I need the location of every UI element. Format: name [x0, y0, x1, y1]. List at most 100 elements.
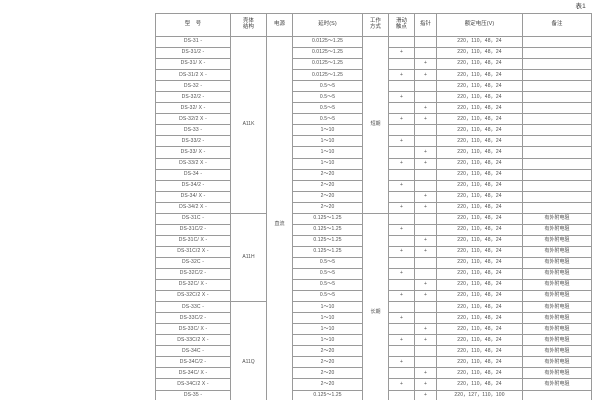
cell-sliding-contact: + — [388, 245, 415, 258]
cell-model: DS-33/ X - — [155, 146, 231, 159]
table-row[interactable]: DS-35 - 0.125～1.25 +220，127，110，100 — [155, 389, 592, 400]
cell-power-supply: 直流 — [266, 36, 293, 400]
col-header-slide: 滑动 触点 — [388, 13, 415, 37]
cell-remark: 有外附电阻 — [522, 290, 592, 303]
header-row: 型 号壳体 结构 电源 延时(S) 工作 方式 滑动 触点 指针 额定电压(V) 备注 — [155, 13, 592, 37]
cell-rated-voltage: 220，110，48，24 — [436, 334, 523, 347]
cell-sliding-contact — [388, 256, 415, 269]
table-row[interactable]: DS-32/2 X - 0.5～5 + +220，110，48，24 — [155, 113, 592, 126]
cell-remark — [522, 35, 592, 49]
table-row[interactable]: DS-34C/2 - 2～20 +220，110，48，24 有外附电阻 — [155, 356, 592, 369]
cell-sliding-contact — [388, 102, 415, 115]
cell-pointer: + — [414, 367, 437, 380]
table-row[interactable]: DS-31C/2 - 0.125～1.25 +220，110，48，24 有外附电阻 — [155, 223, 592, 236]
cell-delay-time: 1～10 — [292, 135, 363, 148]
cell-remark — [522, 168, 592, 181]
cell-delay-time: 0.5～5 — [292, 267, 363, 281]
cell-delay-time: 2～20 — [292, 190, 363, 203]
cell-remark — [522, 146, 592, 159]
cell-delay-time: 1～10 — [292, 334, 363, 347]
col-header-mode-line2: 方式 — [370, 24, 381, 30]
table-row[interactable]: DS-31/2 - 0.0125～1.25 +220，110，48，24 — [155, 47, 592, 60]
cell-model: DS-31/ X - — [155, 58, 231, 71]
cell-sliding-contact: + — [388, 356, 415, 369]
cell-model: DS-33C/2 X - — [155, 334, 231, 347]
cell-delay-time: 1～10 — [292, 124, 363, 137]
cell-remark: 有外附电阻 — [522, 323, 592, 336]
cell-housing-structure: A11K — [230, 36, 267, 214]
cell-delay-time: 0.5～5 — [292, 279, 363, 292]
table-row[interactable]: DS-33/ X - 1～10 +220，110，48，24 — [155, 146, 592, 159]
cell-pointer: + — [414, 378, 437, 391]
cell-rated-voltage: 220，110，48，24 — [436, 290, 523, 303]
col-header-struct-line1: 壳体 — [243, 18, 254, 25]
cell-pointer — [414, 356, 437, 369]
table-row[interactable]: DS-33C/ X - 1～10 +220，110，48，24 有外附电阻 — [155, 323, 592, 336]
cell-delay-time: 1～10 — [292, 146, 363, 159]
cell-rated-voltage: 220，110，48，24 — [436, 279, 523, 292]
cell-rated-voltage: 220，110，48，24 — [436, 234, 523, 247]
cell-pointer: + — [414, 290, 437, 303]
cell-model: DS-32C - — [155, 256, 231, 269]
table-row[interactable]: DS-34/2 X - 2～20 + +220，110，48，24 — [155, 201, 592, 214]
cell-remark — [522, 80, 592, 93]
cell-delay-time: 2～20 — [292, 179, 363, 192]
col-header-point-line1: 指针 — [420, 21, 431, 28]
cell-pointer — [414, 135, 437, 148]
col-header-point: 指针 — [414, 13, 437, 37]
cell-remark — [522, 179, 592, 192]
cell-remark: 有外附电阻 — [522, 378, 592, 391]
table-caption: 表1 — [575, 3, 586, 10]
cell-model: DS-34/ X - — [155, 190, 231, 203]
cell-pointer — [414, 301, 437, 314]
cell-delay-time: 2～20 — [292, 356, 363, 369]
col-header-power: 电源 — [266, 13, 293, 37]
cell-pointer — [414, 256, 437, 269]
cell-pointer — [414, 345, 437, 358]
table-row[interactable]: DS-31C/ X - 0.125～1.25 +220，110，48，24 有外附电阻 — [155, 234, 592, 247]
cell-sliding-contact — [388, 35, 415, 49]
cell-sliding-contact: + — [388, 113, 415, 126]
cell-pointer: + — [414, 157, 437, 170]
table-row[interactable]: DS-32C/ X - 0.5～5 +220，110，48，24 有外附电阻 — [155, 279, 592, 292]
col-header-struct-line2: 结构 — [243, 24, 254, 30]
col-header-model-line1: 型 号 — [184, 21, 202, 28]
cell-model: DS-32C/2 X - — [155, 290, 231, 303]
cell-delay-time: 2～20 — [292, 168, 363, 181]
table-row[interactable]: DS-31 - A11K 直流 0.0125～1.25 短期 220，110，48，24 — [155, 35, 592, 400]
cell-delay-time: 2～20 — [292, 378, 363, 391]
cell-model: DS-31C/2 X - — [155, 245, 231, 258]
cell-delay-time: 0.0125～1.25 — [292, 47, 363, 60]
cell-remark: 有外附电阻 — [522, 234, 592, 247]
cell-model: DS-32/2 - — [155, 91, 231, 104]
cell-pointer: + — [414, 69, 437, 82]
cell-sliding-contact: + — [388, 47, 415, 60]
cell-delay-time: 0.5～5 — [292, 256, 363, 269]
cell-model: DS-34C/2 X - — [155, 378, 231, 391]
cell-delay-time: 2～20 — [292, 201, 363, 214]
cell-sliding-contact — [388, 323, 415, 336]
table-row[interactable]: DS-31C/2 X - 0.125～1.25 + +220，110，48，24 有外附… — [155, 245, 592, 258]
cell-sliding-contact: + — [388, 201, 415, 214]
cell-sliding-contact: + — [388, 157, 415, 170]
cell-model: DS-34/2 - — [155, 179, 231, 192]
cell-rated-voltage: 220，110，48，24 — [436, 367, 523, 380]
cell-remark: 有外附电阻 — [522, 212, 592, 225]
table-row[interactable]: DS-33C - A11Q 1～10 220，110，48，24 有外附电阻 — [155, 301, 592, 400]
cell-rated-voltage: 220，110，48，24 — [436, 47, 523, 60]
cell-remark — [522, 91, 592, 104]
table-row[interactable]: DS-32/2 - 0.5～5 +220，110，48，24 — [155, 91, 592, 104]
table-header: 型 号壳体 结构 电源 延时(S) 工作 方式 滑动 触点 指针 额定电压(V) 备注 — [155, 13, 592, 37]
table-row[interactable]: DS-31C - A11H 0.125～1.25 长期 220，110，48，24 有外附… — [155, 212, 592, 400]
cell-pointer: + — [414, 146, 437, 159]
cell-rated-voltage: 220，110，48，24 — [436, 345, 523, 358]
cell-model: DS-34C - — [155, 345, 231, 358]
cell-delay-time: 0.0125～1.25 — [292, 69, 363, 82]
spec-table-container: 型 号壳体 结构 电源 延时(S) 工作 方式 滑动 触点 指针 额定电压(V) 备注 DS-31 … — [155, 13, 592, 400]
cell-delay-time: 0.0125～1.25 — [292, 35, 363, 49]
table-row[interactable]: DS-32/ X - 0.5～5 +220，110，48，24 — [155, 102, 592, 115]
cell-delay-time: 2～20 — [292, 345, 363, 358]
col-header-delay: 延时(S) — [292, 13, 363, 37]
cell-rated-voltage: 220，110，48，24 — [436, 69, 523, 82]
table-row[interactable]: DS-34C/ X - 2～20 +220，110，48，24 有外附电阻 — [155, 367, 592, 380]
